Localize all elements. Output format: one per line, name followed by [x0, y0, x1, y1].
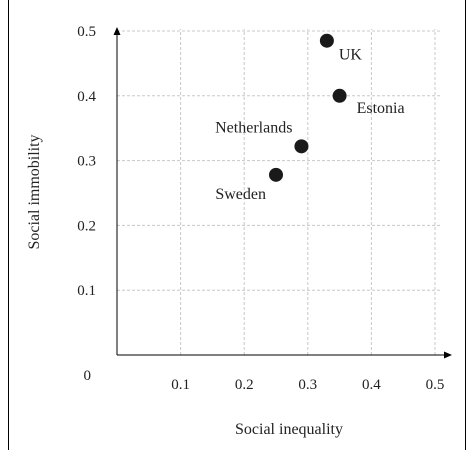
x-tick-labels: 0.1 0.2 0.3 0.4 0.5 — [171, 377, 444, 393]
origin-label: 0 — [84, 368, 92, 384]
data-point-estonia — [332, 88, 347, 103]
figure-frame — [8, 0, 466, 450]
point-label-netherlands: Netherlands — [215, 119, 292, 136]
axes — [113, 27, 452, 359]
x-axis-arrow — [444, 351, 452, 359]
y-tick-label: 0.1 — [77, 283, 96, 299]
grid-lines — [117, 29, 442, 355]
point-label-estonia: Estonia — [357, 100, 405, 117]
y-axis-arrow — [113, 27, 121, 35]
y-tick-label: 0.4 — [77, 89, 96, 105]
x-tick-label: 0.4 — [362, 377, 381, 393]
point-label-sweden: Sweden — [215, 186, 266, 203]
y-tick-labels: 0.1 0.2 0.3 0.4 0.5 — [77, 24, 96, 299]
x-tick-label: 0.3 — [298, 377, 317, 393]
data-labels: UK Estonia Netherlands Sweden — [215, 47, 404, 203]
x-tick-label: 0.5 — [426, 377, 445, 393]
point-label-uk: UK — [339, 47, 363, 64]
y-tick-label: 0.2 — [77, 218, 96, 234]
y-tick-label: 0.3 — [77, 154, 96, 170]
data-point-uk — [319, 33, 334, 48]
data-point-netherlands — [294, 139, 309, 154]
x-axis-title: Social inequality — [235, 421, 343, 438]
y-axis-title: Social immobility — [26, 134, 43, 249]
y-tick-label: 0.5 — [77, 24, 96, 40]
data-points — [269, 33, 347, 182]
data-point-sweden — [269, 167, 283, 182]
x-tick-label: 0.2 — [235, 377, 254, 393]
x-tick-label: 0.1 — [171, 377, 190, 393]
